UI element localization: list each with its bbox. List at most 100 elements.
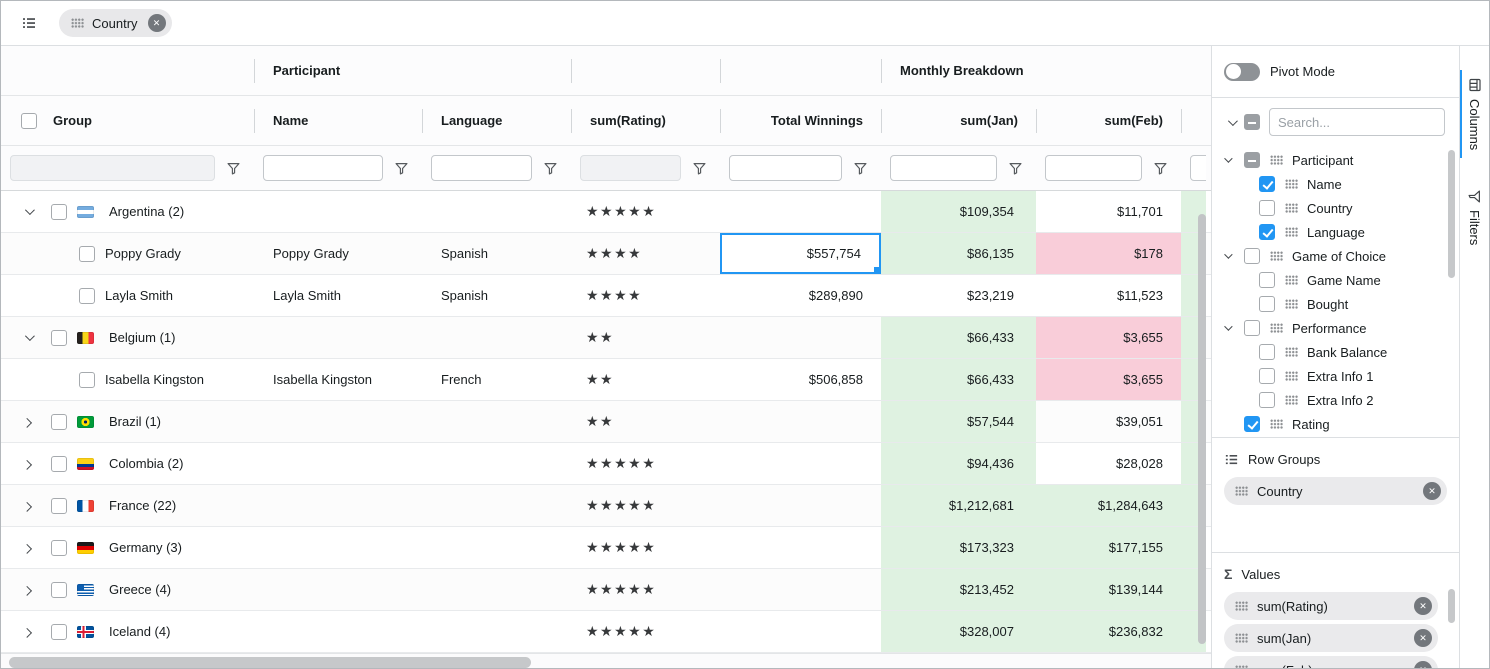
cell-total-winnings[interactable] [720, 611, 881, 652]
jan-filter-input[interactable] [890, 155, 997, 181]
cell-language[interactable]: Spanish [441, 288, 488, 303]
cell-name[interactable]: Poppy Grady [273, 246, 349, 261]
row-checkbox[interactable] [79, 287, 95, 304]
column-header-total-winnings[interactable]: Total Winnings [720, 96, 881, 145]
chevron-down-icon[interactable] [1224, 250, 1244, 259]
tree-item-extra-info-1[interactable]: Extra Info 1 [1212, 364, 1459, 388]
drag-grip-icon[interactable] [1285, 275, 1298, 285]
cell-language[interactable]: French [441, 372, 482, 387]
filter-funnel-icon[interactable] [227, 162, 240, 175]
cell-sum-jan[interactable]: $57,544 [881, 401, 1036, 442]
cell-sum-rating[interactable]: ★★★★★ [586, 497, 657, 513]
drag-grip-icon[interactable] [1235, 486, 1248, 496]
cell-language[interactable] [422, 485, 571, 526]
name-filter-input[interactable] [263, 155, 383, 181]
tree-item-country[interactable]: Country [1212, 196, 1459, 220]
cell-sum-feb[interactable]: $11,523 [1116, 288, 1163, 303]
cell-sum-feb[interactable]: $139,144 [1036, 569, 1181, 610]
column-search-input[interactable] [1269, 108, 1445, 136]
remove-chip-icon[interactable]: ✕ [1423, 482, 1441, 500]
tab-filters[interactable]: Filters [1467, 182, 1482, 253]
column-checkbox[interactable] [1244, 248, 1260, 264]
cell-sum-jan[interactable]: $94,436 [881, 443, 1036, 484]
group-row[interactable]: Colombia (2) ★★★★★ $94,436 $28,028 [1, 443, 1211, 485]
drag-grip-icon[interactable] [1270, 155, 1283, 165]
column-checkbox[interactable] [1244, 152, 1260, 168]
value-chip-sum-jan-[interactable]: sum(Jan) ✕ [1224, 624, 1438, 652]
leaf-row[interactable]: Isabella Kingston Isabella Kingston French… [1, 359, 1211, 401]
column-checkbox[interactable] [1244, 320, 1260, 336]
cell-name[interactable]: Isabella Kingston [273, 372, 373, 387]
column-header-group[interactable]: Group [1, 96, 254, 145]
cell-name[interactable] [254, 611, 422, 652]
column-checkbox[interactable] [1259, 392, 1275, 408]
group-row[interactable]: Germany (3) ★★★★★ $173,323 $177,155 [1, 527, 1211, 569]
chevron-right-icon[interactable] [21, 459, 35, 470]
cell-language[interactable] [422, 569, 571, 610]
row-checkbox[interactable] [51, 539, 67, 556]
tree-item-rating[interactable]: Rating [1212, 412, 1459, 436]
chevron-right-icon[interactable] [21, 543, 35, 554]
cell-total-winnings[interactable] [720, 527, 881, 568]
chevron-right-icon[interactable] [21, 585, 35, 596]
column-header-name[interactable]: Name [254, 96, 422, 145]
row-checkbox[interactable] [79, 371, 95, 388]
column-checkbox[interactable] [1259, 296, 1275, 312]
cell-sum-feb[interactable]: $39,051 [1116, 414, 1163, 429]
filter-funnel-icon[interactable] [693, 162, 706, 175]
cell-sum-feb[interactable]: $177,155 [1036, 527, 1181, 568]
chevron-down-icon[interactable] [1224, 154, 1244, 163]
cell-sum-feb[interactable]: $1,284,643 [1036, 485, 1181, 526]
cell-language[interactable]: Spanish [441, 246, 488, 261]
chevron-down-icon[interactable] [21, 205, 35, 216]
remove-chip-icon[interactable]: ✕ [147, 14, 166, 32]
cell-sum-feb[interactable]: $178 [1036, 233, 1181, 274]
row-checkbox[interactable] [51, 413, 67, 430]
column-header-language[interactable]: Language [422, 96, 571, 145]
tree-item-bought[interactable]: Bought [1212, 292, 1459, 316]
tree-scrollbar[interactable] [1448, 150, 1455, 433]
cell-sum-feb[interactable]: $3,655 [1036, 317, 1181, 358]
group-row[interactable]: Brazil (1) ★★ $57,544 $39,051 [1, 401, 1211, 443]
cell-sum-rating[interactable]: ★★ [586, 329, 615, 345]
drag-grip-icon[interactable] [1235, 601, 1248, 611]
cell-sum-jan[interactable]: $23,219 [967, 288, 1014, 303]
cell-sum-jan[interactable]: $86,135 [881, 233, 1036, 274]
tree-item-game-of-choice[interactable]: Game of Choice [1212, 244, 1459, 268]
cell-sum-jan[interactable]: $173,323 [881, 527, 1036, 568]
drag-grip-icon[interactable] [1270, 419, 1283, 429]
cell-language[interactable] [422, 317, 571, 358]
cell-sum-rating[interactable]: ★★ [586, 371, 615, 387]
cell-language[interactable] [422, 611, 571, 652]
cell-sum-feb[interactable]: $28,028 [1116, 456, 1163, 471]
cell-language[interactable] [422, 527, 571, 568]
row-checkbox[interactable] [51, 623, 67, 640]
column-checkbox[interactable] [1259, 368, 1275, 384]
tree-item-extra-info-2[interactable]: Extra Info 2 [1212, 388, 1459, 412]
cell-sum-rating[interactable]: ★★★★★ [586, 539, 657, 555]
leaf-row[interactable]: Poppy Grady Poppy Grady Spanish ★★★★ $557,75… [1, 233, 1211, 275]
row-checkbox[interactable] [79, 245, 95, 262]
tree-item-name[interactable]: Name [1212, 172, 1459, 196]
drag-grip-icon[interactable] [1270, 323, 1283, 333]
group-row[interactable]: Belgium (1) ★★ $66,433 $3,655 [1, 317, 1211, 359]
chevron-right-icon[interactable] [21, 501, 35, 512]
cell-name[interactable] [254, 569, 422, 610]
cell-sum-feb[interactable]: $11,701 [1116, 204, 1163, 219]
values-scrollbar[interactable] [1448, 589, 1455, 665]
select-all-columns-checkbox[interactable] [1244, 114, 1260, 130]
row-checkbox[interactable] [51, 203, 67, 220]
column-checkbox[interactable] [1259, 224, 1275, 240]
row-checkbox[interactable] [51, 581, 67, 598]
drag-grip-icon[interactable] [1235, 665, 1248, 668]
drag-grip-icon[interactable] [1285, 203, 1298, 213]
column-header-sum-feb[interactable]: sum(Feb) [1036, 96, 1181, 145]
cell-name[interactable] [254, 443, 422, 484]
cell-sum-jan[interactable]: $328,007 [881, 611, 1036, 652]
cell-language[interactable] [422, 443, 571, 484]
drag-grip-icon[interactable] [1285, 347, 1298, 357]
chevron-down-icon[interactable] [21, 331, 35, 342]
column-header-sum-rating[interactable]: sum(Rating) [571, 96, 720, 145]
tree-item-participant[interactable]: Participant [1212, 148, 1459, 172]
tree-item-bank-balance[interactable]: Bank Balance [1212, 340, 1459, 364]
